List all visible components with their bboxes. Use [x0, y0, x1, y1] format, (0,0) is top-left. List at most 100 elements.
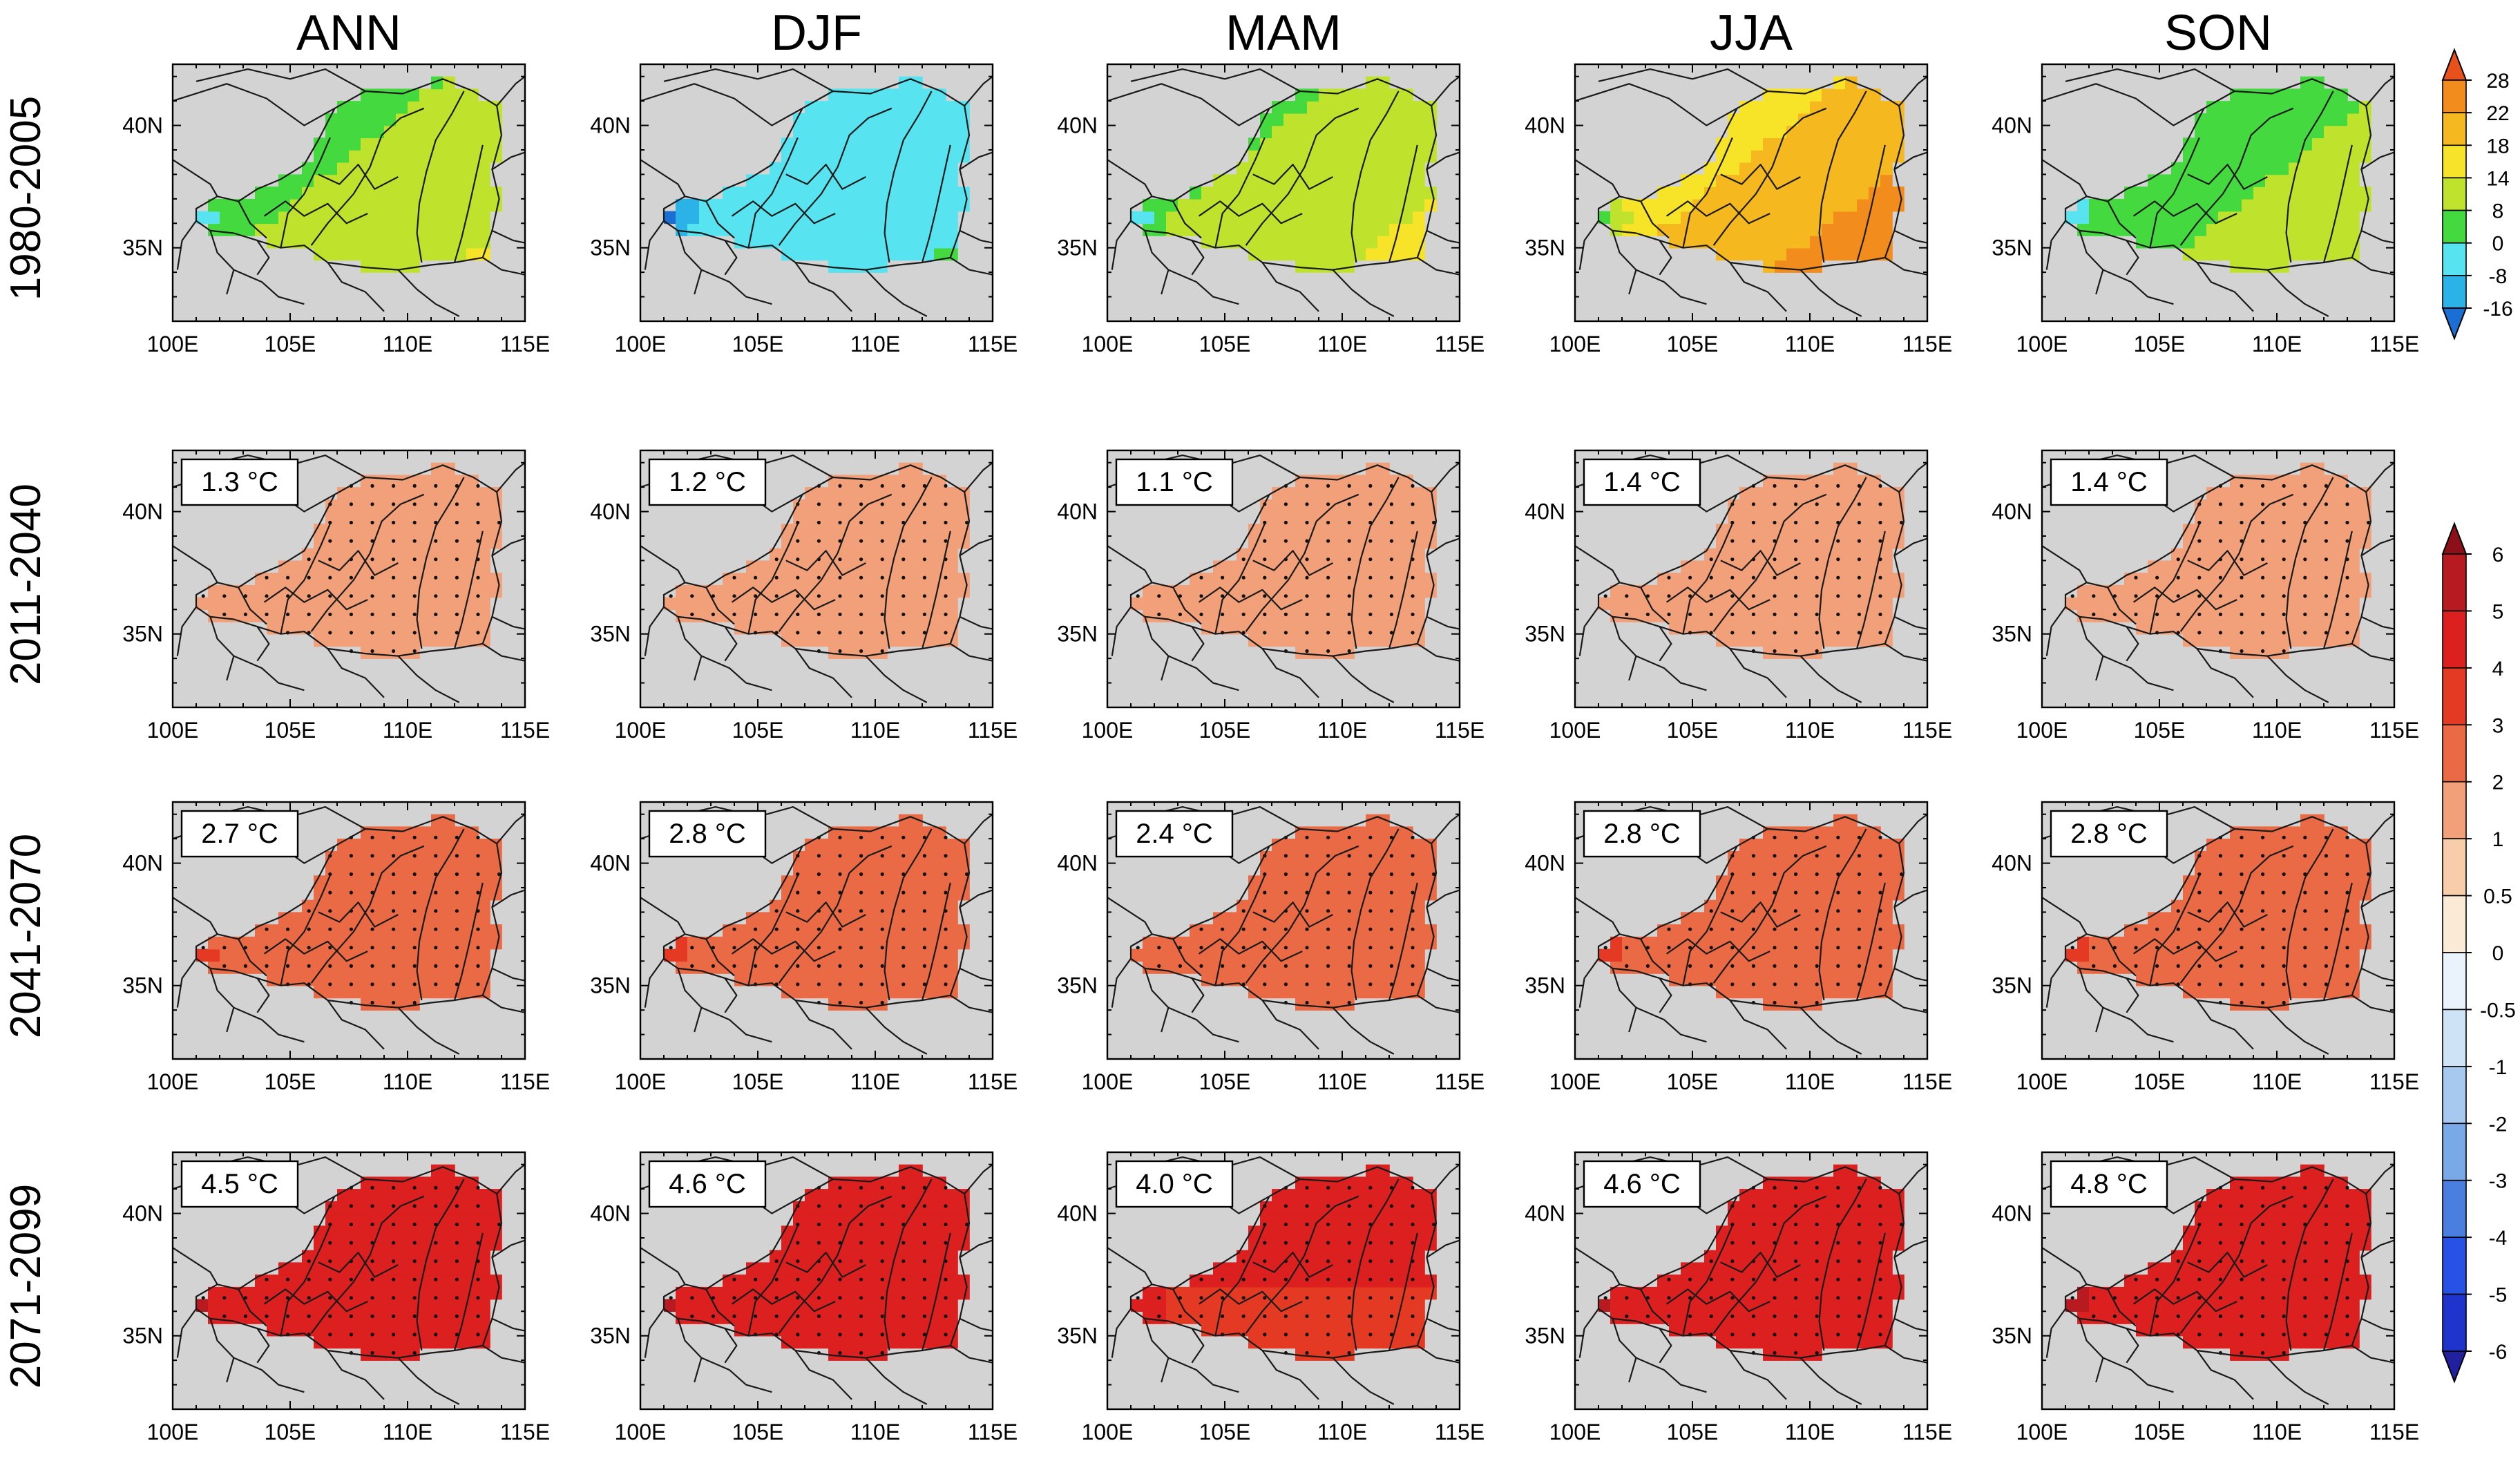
data-cell — [1857, 187, 1869, 200]
data-cell — [922, 573, 935, 586]
y-tick-label: 35N — [590, 622, 631, 647]
data-cell — [361, 875, 373, 888]
data-cell — [431, 622, 443, 635]
data-cell — [1190, 198, 1202, 212]
data-cell — [1610, 198, 1623, 212]
data-cell — [490, 875, 502, 888]
stipple-dot — [349, 539, 353, 543]
data-cell — [910, 609, 923, 622]
data-cell — [828, 247, 841, 261]
stipple-dot — [1305, 520, 1309, 525]
data-cell — [1798, 247, 1811, 261]
data-cell — [455, 174, 467, 187]
data-cell — [1330, 101, 1343, 114]
stipple-dot — [412, 890, 417, 895]
data-cell — [1330, 875, 1343, 888]
stipple-dot — [1389, 612, 1393, 617]
country-boundary — [2196, 648, 2254, 698]
data-cell — [1716, 524, 1728, 537]
stipple-dot — [1645, 612, 1650, 617]
data-cell — [1751, 198, 1764, 212]
stipple-dot — [455, 502, 459, 506]
stipple-dot — [1283, 520, 1288, 525]
data-cell — [1166, 936, 1178, 950]
data-cell — [384, 875, 397, 888]
data-cell — [2159, 174, 2172, 187]
data-cell — [863, 961, 876, 974]
data-cell — [1283, 839, 1296, 852]
data-cell — [840, 101, 852, 114]
data-cell — [2324, 187, 2336, 200]
data-cell — [1798, 646, 1811, 659]
data-cell — [2124, 223, 2137, 236]
data-cell — [2277, 125, 2289, 139]
stipple-dot — [1878, 502, 1882, 506]
x-tick-label: 105E — [1667, 718, 1719, 743]
stipple-dot — [434, 927, 438, 931]
data-cell — [2336, 125, 2348, 139]
data-cell — [255, 211, 267, 225]
data-cell — [1272, 850, 1284, 864]
data-cell — [1248, 174, 1261, 187]
data-cell — [840, 223, 852, 236]
data-cell — [1377, 511, 1390, 525]
data-cell — [922, 912, 935, 925]
data-cell — [887, 839, 899, 852]
stipple-dot — [922, 835, 926, 839]
stipple-dot — [796, 539, 800, 543]
data-cell — [1786, 137, 1799, 151]
data-cell — [1295, 211, 1308, 225]
data-cell — [384, 162, 397, 175]
data-cell — [946, 573, 958, 586]
data-cell — [910, 536, 923, 549]
data-cell — [910, 137, 923, 151]
country-boundary — [2102, 269, 2174, 305]
data-cell — [828, 597, 841, 611]
data-cell — [1763, 622, 1775, 635]
data-cell — [1739, 511, 1752, 525]
data-cell — [478, 125, 490, 139]
data-cell — [758, 223, 770, 236]
data-cell — [699, 198, 712, 212]
panel-frame — [1574, 63, 1929, 323]
data-cell — [1810, 113, 1822, 126]
data-cell — [1342, 936, 1355, 950]
data-cell — [1307, 622, 1319, 635]
data-cell — [2300, 560, 2313, 573]
data-cell — [2089, 211, 2101, 225]
data-cell — [2265, 548, 2278, 562]
y-tick-label: 40N — [1057, 113, 1098, 138]
data-cell — [1190, 936, 1202, 950]
data-cell — [2206, 162, 2219, 175]
data-cell — [863, 236, 876, 249]
data-cell — [770, 187, 782, 200]
province-boundary — [731, 200, 836, 225]
data-cell — [267, 573, 279, 586]
data-cell — [1389, 524, 1402, 537]
data-cell — [1131, 211, 1143, 225]
data-cell — [875, 174, 888, 187]
panel-frame — [171, 801, 526, 1060]
data-cell — [1622, 584, 1634, 598]
data-cell — [278, 187, 291, 200]
data-cell — [396, 88, 408, 102]
data-cell — [349, 174, 361, 187]
data-cell — [361, 633, 373, 647]
stipple-dot — [880, 502, 884, 506]
data-cell — [243, 223, 256, 236]
data-cell — [2195, 211, 2207, 225]
data-cell — [1154, 584, 1167, 598]
stipple-dot — [754, 575, 758, 580]
data-cell — [361, 924, 373, 937]
data-cell — [840, 236, 852, 249]
data-cell — [361, 622, 373, 635]
data-cell — [1389, 211, 1402, 225]
data-cell — [1342, 150, 1355, 163]
data-cell — [1272, 622, 1284, 635]
stipple-dot — [412, 946, 417, 950]
stipple-dot — [1667, 612, 1671, 617]
stipple-dot — [1326, 502, 1330, 506]
stipple-dot — [2324, 539, 2328, 543]
data-cell — [2206, 511, 2219, 525]
